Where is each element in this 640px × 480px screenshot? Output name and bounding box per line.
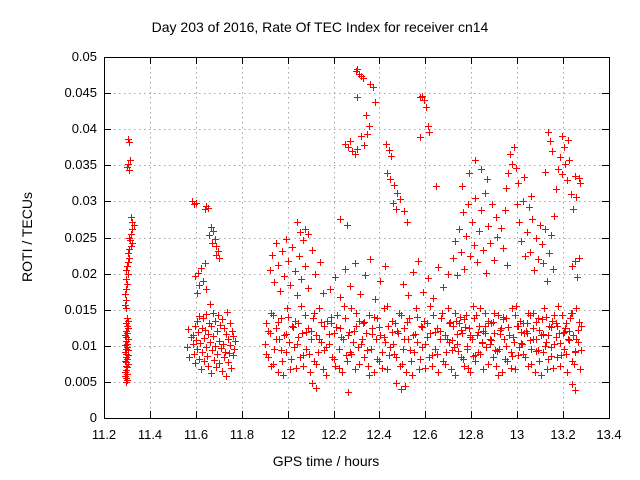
y-tick-label: 0.005 — [64, 374, 97, 389]
x-tick-label: 13 — [509, 427, 525, 442]
x-tick-label: 12 — [280, 427, 296, 442]
x-tick-label: 12.6 — [412, 427, 438, 442]
y-tick-label: 0.045 — [64, 85, 97, 100]
y-tick-label: 0.01 — [71, 338, 97, 353]
y-tick-label: 0 — [89, 410, 97, 425]
y-tick-label: 0.035 — [64, 157, 97, 172]
x-tick-label: 12.2 — [321, 427, 347, 442]
y-tick-label: 0.05 — [71, 49, 97, 64]
scatter-points — [122, 66, 585, 396]
x-tick-label: 12.4 — [366, 427, 392, 442]
y-tick-label: 0.025 — [64, 230, 97, 245]
plot-frame — [104, 57, 610, 419]
x-tick-label: 11.8 — [229, 427, 255, 442]
x-tick-label: 13.2 — [550, 427, 576, 442]
x-axis-label: GPS time / hours — [272, 453, 380, 469]
y-tick-label: 0.02 — [71, 266, 97, 281]
y-tick-label: 0.015 — [64, 302, 97, 317]
x-tick-label: 12.8 — [458, 427, 484, 442]
x-tick-label: 11.6 — [183, 427, 209, 442]
y-tick-label: 0.04 — [71, 121, 97, 136]
x-tick-label: 11.4 — [137, 427, 163, 442]
y-tick-label: 0.03 — [71, 193, 97, 208]
x-tick-label: 11.2 — [91, 427, 117, 442]
x-tick-label: 13.4 — [596, 427, 622, 442]
grid-lines — [104, 57, 609, 418]
chart-title: Day 203 of 2016, Rate Of TEC Index for r… — [151, 19, 489, 35]
